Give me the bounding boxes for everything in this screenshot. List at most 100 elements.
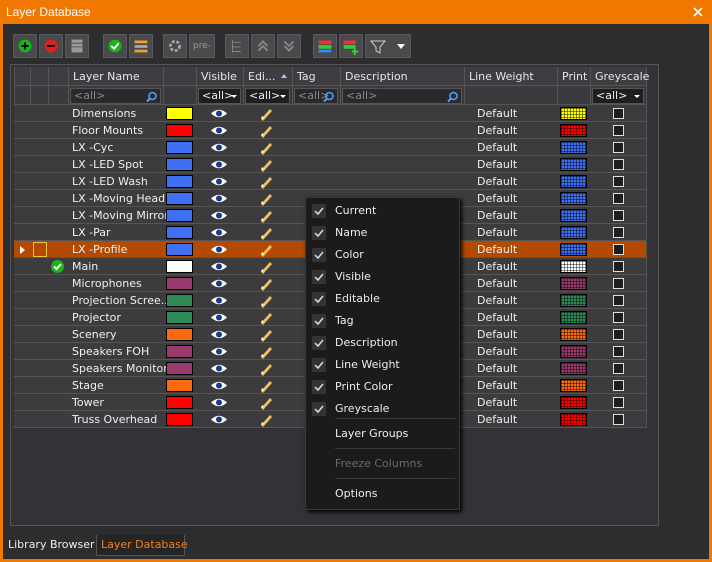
visible-icon[interactable] [210,312,228,326]
greyscale-checkbox[interactable] [613,414,624,425]
color-swatch[interactable] [166,277,193,290]
visible-icon[interactable] [210,142,228,156]
visible-icon[interactable] [210,210,228,224]
column-header[interactable]: Layer Name [73,70,140,83]
visible-icon[interactable] [210,193,228,207]
editable-icon[interactable] [259,191,273,209]
greyscale-checkbox[interactable] [613,125,624,136]
menu-item[interactable]: Name [306,222,459,244]
print-swatch[interactable] [560,379,587,392]
greyscale-checkbox[interactable] [613,329,624,340]
toolbar-button[interactable] [129,34,153,58]
editable-icon[interactable] [259,242,273,260]
color-swatch[interactable] [166,379,193,392]
print-swatch[interactable] [560,124,587,137]
print-swatch[interactable] [560,294,587,307]
print-swatch[interactable] [560,175,587,188]
greyscale-checkbox[interactable] [613,346,624,357]
filter-box[interactable]: <all> [198,88,241,104]
toolbar-button[interactable] [163,34,187,58]
editable-icon[interactable] [259,174,273,192]
visible-icon[interactable] [210,227,228,241]
editable-icon[interactable] [259,378,273,396]
toolbar-button[interactable] [277,34,301,58]
editable-icon[interactable] [259,157,273,175]
greyscale-checkbox[interactable] [613,176,624,187]
menu-item[interactable]: Print Color [306,376,459,398]
toolbar-button[interactable] [39,34,63,58]
menu-item[interactable]: Current [306,200,459,222]
preset-button[interactable]: pre- [189,34,215,58]
greyscale-checkbox[interactable] [613,227,624,238]
column-header[interactable]: Tag [297,70,316,83]
color-swatch[interactable] [166,362,193,375]
visible-icon[interactable] [210,329,228,343]
greyscale-checkbox[interactable] [613,312,624,323]
color-swatch[interactable] [166,396,193,409]
color-swatch[interactable] [166,243,193,256]
print-swatch[interactable] [560,413,587,426]
print-swatch[interactable] [560,311,587,324]
editable-icon[interactable] [259,310,273,328]
visible-icon[interactable] [210,346,228,360]
visible-icon[interactable] [210,176,228,190]
editable-icon[interactable] [259,327,273,345]
color-swatch[interactable] [166,226,193,239]
filter-box[interactable]: <all> [70,88,161,104]
print-swatch[interactable] [560,192,587,205]
greyscale-checkbox[interactable] [613,363,624,374]
greyscale-checkbox[interactable] [613,380,624,391]
greyscale-checkbox[interactable] [613,193,624,204]
greyscale-checkbox[interactable] [613,295,624,306]
menu-item[interactable]: Editable [306,288,459,310]
tab[interactable]: Library Browser [4,535,95,556]
print-swatch[interactable] [560,243,587,256]
color-swatch[interactable] [166,158,193,171]
menu-item[interactable]: Tag [306,310,459,332]
editable-icon[interactable] [259,412,273,430]
column-header[interactable]: Visible [201,70,237,83]
column-header[interactable]: Line Weight [469,70,534,83]
filter-box[interactable]: <all> [245,88,290,104]
print-swatch[interactable] [560,158,587,171]
tab[interactable]: Layer Database [96,535,188,556]
toolbar-button[interactable] [103,34,127,58]
close-button[interactable] [692,6,704,18]
editable-icon[interactable] [259,208,273,226]
color-swatch[interactable] [166,260,193,273]
menu-item[interactable]: Visible [306,266,459,288]
greyscale-checkbox[interactable] [613,210,624,221]
column-header[interactable]: Greyscale [595,70,650,83]
color-swatch[interactable] [166,107,193,120]
column-header[interactable]: Description [345,70,408,83]
print-swatch[interactable] [560,107,587,120]
greyscale-checkbox[interactable] [613,397,624,408]
print-swatch[interactable] [560,226,587,239]
column-header[interactable]: Print [562,70,588,83]
filter-box[interactable]: <all> [294,88,338,104]
greyscale-checkbox[interactable] [613,108,624,119]
print-swatch[interactable] [560,209,587,222]
menu-item[interactable]: Greyscale [306,398,459,420]
editable-icon[interactable] [259,140,273,158]
toolbar-button[interactable] [225,34,249,58]
editable-icon[interactable] [259,259,273,277]
toolbar-button[interactable] [313,34,337,58]
editable-icon[interactable] [259,276,273,294]
menu-item[interactable]: Color [306,244,459,266]
editable-icon[interactable] [259,395,273,413]
greyscale-checkbox[interactable] [613,142,624,153]
toolbar-button[interactable] [339,34,363,58]
color-swatch[interactable] [166,413,193,426]
greyscale-checkbox[interactable] [613,261,624,272]
editable-icon[interactable] [259,123,273,141]
visible-icon[interactable] [210,295,228,309]
color-swatch[interactable] [166,124,193,137]
editable-icon[interactable] [259,106,273,124]
visible-icon[interactable] [210,108,228,122]
menu-item[interactable]: Options [306,483,459,505]
color-swatch[interactable] [166,345,193,358]
filter-box[interactable]: <all> [342,88,462,104]
color-swatch[interactable] [166,141,193,154]
greyscale-checkbox[interactable] [613,278,624,289]
